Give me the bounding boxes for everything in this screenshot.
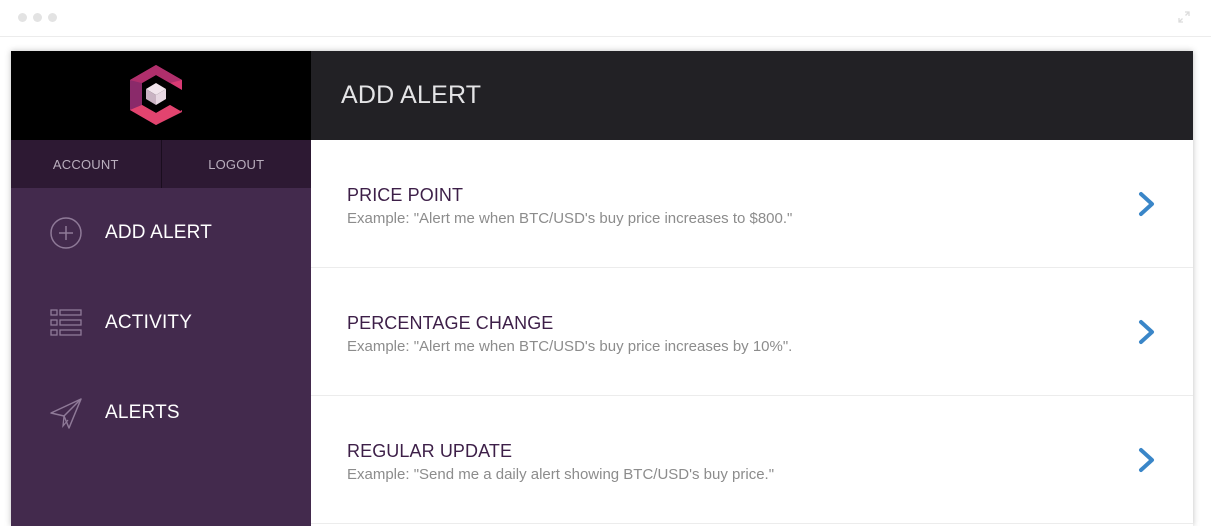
main-panel: ADD ALERT PRICE POINT Example: "Alert me… xyxy=(311,51,1193,526)
chevron-right-icon[interactable] xyxy=(1137,319,1157,345)
window-zoom-dot[interactable] xyxy=(48,13,57,22)
logo-area xyxy=(11,51,311,140)
paper-plane-icon xyxy=(49,396,83,430)
app-window: ACCOUNT LOGOUT ADD ALERT xyxy=(11,51,1193,526)
sidebar-item-add-alert[interactable]: ADD ALERT xyxy=(11,203,311,263)
sidebar: ACCOUNT LOGOUT ADD ALERT xyxy=(11,51,311,526)
window-close-dot[interactable] xyxy=(18,13,27,22)
sidebar-item-label: ACTIVITY xyxy=(105,312,193,333)
option-description: Example: "Send me a daily alert showing … xyxy=(347,466,775,483)
option-description: Example: "Alert me when BTC/USD's buy pr… xyxy=(347,338,793,355)
option-title: REGULAR UPDATE xyxy=(347,441,513,461)
account-button[interactable]: ACCOUNT xyxy=(52,156,119,172)
window-minimize-dot[interactable] xyxy=(33,13,42,22)
fullscreen-icon[interactable] xyxy=(1177,10,1191,24)
logout-button[interactable]: LOGOUT xyxy=(208,156,265,172)
option-regular-update[interactable]: REGULAR UPDATE Example: "Send me a daily… xyxy=(311,396,1193,524)
option-title: PRICE POINT xyxy=(347,185,464,205)
browser-title-bar xyxy=(0,0,1211,37)
account-bar: ACCOUNT LOGOUT xyxy=(11,140,311,188)
list-icon xyxy=(49,306,83,340)
account-divider xyxy=(160,140,162,188)
plus-circle-icon xyxy=(49,216,83,250)
page-title: ADD ALERT xyxy=(341,81,482,109)
option-description: Example: "Alert me when BTC/USD's buy pr… xyxy=(347,210,793,227)
option-percentage-change[interactable]: PERCENTAGE CHANGE Example: "Alert me whe… xyxy=(311,268,1193,396)
option-title: PERCENTAGE CHANGE xyxy=(347,313,554,333)
chevron-right-icon[interactable] xyxy=(1137,191,1157,217)
chevron-right-icon[interactable] xyxy=(1137,447,1157,473)
sidebar-item-label: ADD ALERT xyxy=(105,222,213,243)
app-logo-icon[interactable] xyxy=(126,63,186,125)
sidebar-item-alerts[interactable]: ALERTS xyxy=(11,383,311,443)
option-price-point[interactable]: PRICE POINT Example: "Alert me when BTC/… xyxy=(311,140,1193,268)
sidebar-item-label: ALERTS xyxy=(105,402,180,423)
sidebar-item-activity[interactable]: ACTIVITY xyxy=(11,293,311,353)
main-header: ADD ALERT xyxy=(311,51,1193,140)
